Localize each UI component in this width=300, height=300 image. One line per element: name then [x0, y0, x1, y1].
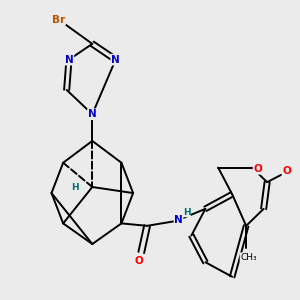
- Text: H: H: [71, 182, 79, 191]
- Text: H: H: [183, 208, 190, 217]
- Text: N: N: [64, 55, 74, 64]
- Text: O: O: [254, 164, 262, 174]
- Text: N: N: [88, 109, 97, 119]
- Text: N: N: [174, 215, 183, 225]
- Text: N: N: [111, 55, 120, 64]
- Text: CH₃: CH₃: [240, 253, 257, 262]
- Text: Br: Br: [52, 15, 65, 25]
- Text: O: O: [283, 166, 291, 176]
- Text: O: O: [135, 256, 143, 266]
